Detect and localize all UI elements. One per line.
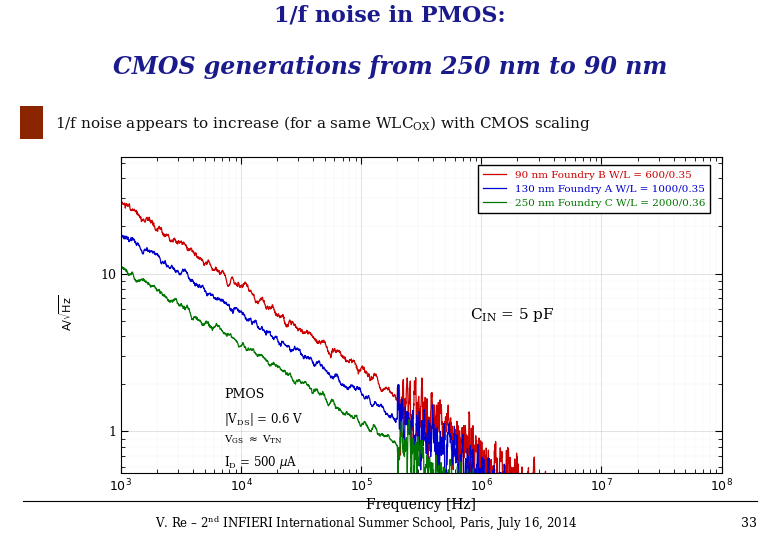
130 nm Foundry A W/L = 1000/0.35 xyxy=(116,231,126,237)
Text: C$_{\mathregular{IN}}$ = 5 pF: C$_{\mathregular{IN}}$ = 5 pF xyxy=(470,306,554,323)
90 nm Foundry B W/L = 600/0.35 xyxy=(185,246,194,253)
250 nm Foundry C W/L = 2000/0.36 xyxy=(116,263,126,269)
Text: V. Re – 2$^{\mathregular{nd}}$ INFIERI International Summer School, Paris, July : V. Re – 2$^{\mathregular{nd}}$ INFIERI I… xyxy=(155,514,578,534)
Text: |V$_{\mathregular{DS}}$| = 0.6 V: |V$_{\mathregular{DS}}$| = 0.6 V xyxy=(224,411,303,428)
Text: 1/f noise in PMOS:: 1/f noise in PMOS: xyxy=(275,4,505,26)
250 nm Foundry C W/L = 2000/0.36 xyxy=(373,430,382,436)
250 nm Foundry C W/L = 2000/0.36 xyxy=(346,413,356,419)
130 nm Foundry A W/L = 1000/0.35 xyxy=(347,382,356,388)
130 nm Foundry A W/L = 1000/0.35 xyxy=(373,401,382,408)
Text: I$_{\mathregular{D}}$ = 500 $\mu$A: I$_{\mathregular{D}}$ = 500 $\mu$A xyxy=(224,454,297,471)
Text: 33: 33 xyxy=(740,517,757,530)
90 nm Foundry B W/L = 600/0.35 xyxy=(221,272,230,279)
Bar xyxy=(20,106,43,138)
90 nm Foundry B W/L = 600/0.35 xyxy=(116,200,126,207)
X-axis label: Frequency [Hz]: Frequency [Hz] xyxy=(366,498,477,512)
90 nm Foundry B W/L = 600/0.35 xyxy=(373,375,382,381)
Legend: 90 nm Foundry B W/L = 600/0.35, 130 nm Foundry A W/L = 1000/0.35, 250 nm Foundry: 90 nm Foundry B W/L = 600/0.35, 130 nm F… xyxy=(478,165,711,213)
Text: $\mathregular{A/\sqrt{Hz}}$: $\mathregular{A/\sqrt{Hz}}$ xyxy=(58,295,75,332)
Text: PMOS: PMOS xyxy=(224,388,264,401)
130 nm Foundry A W/L = 1000/0.35 xyxy=(221,300,230,307)
Line: 250 nm Foundry C W/L = 2000/0.36: 250 nm Foundry C W/L = 2000/0.36 xyxy=(121,266,722,540)
250 nm Foundry C W/L = 2000/0.36 xyxy=(221,330,230,337)
Line: 130 nm Foundry A W/L = 1000/0.35: 130 nm Foundry A W/L = 1000/0.35 xyxy=(121,234,722,540)
Text: CMOS generations from 250 nm to 90 nm: CMOS generations from 250 nm to 90 nm xyxy=(113,56,667,79)
130 nm Foundry A W/L = 1000/0.35 xyxy=(185,276,194,283)
130 nm Foundry A W/L = 1000/0.35 xyxy=(116,231,126,237)
90 nm Foundry B W/L = 600/0.35 xyxy=(347,357,356,363)
250 nm Foundry C W/L = 2000/0.36 xyxy=(185,306,194,313)
Text: 1/f noise appears to increase (for a same WLC$_{\mathregular{OX}}$) with CMOS sc: 1/f noise appears to increase (for a sam… xyxy=(55,114,590,133)
Line: 90 nm Foundry B W/L = 600/0.35: 90 nm Foundry B W/L = 600/0.35 xyxy=(121,201,722,540)
90 nm Foundry B W/L = 600/0.35 xyxy=(117,198,126,204)
Text: V$_{\mathregular{GS}}$ $\approx$ V$_{\mathregular{TN}}$: V$_{\mathregular{GS}}$ $\approx$ V$_{\ma… xyxy=(224,433,282,446)
